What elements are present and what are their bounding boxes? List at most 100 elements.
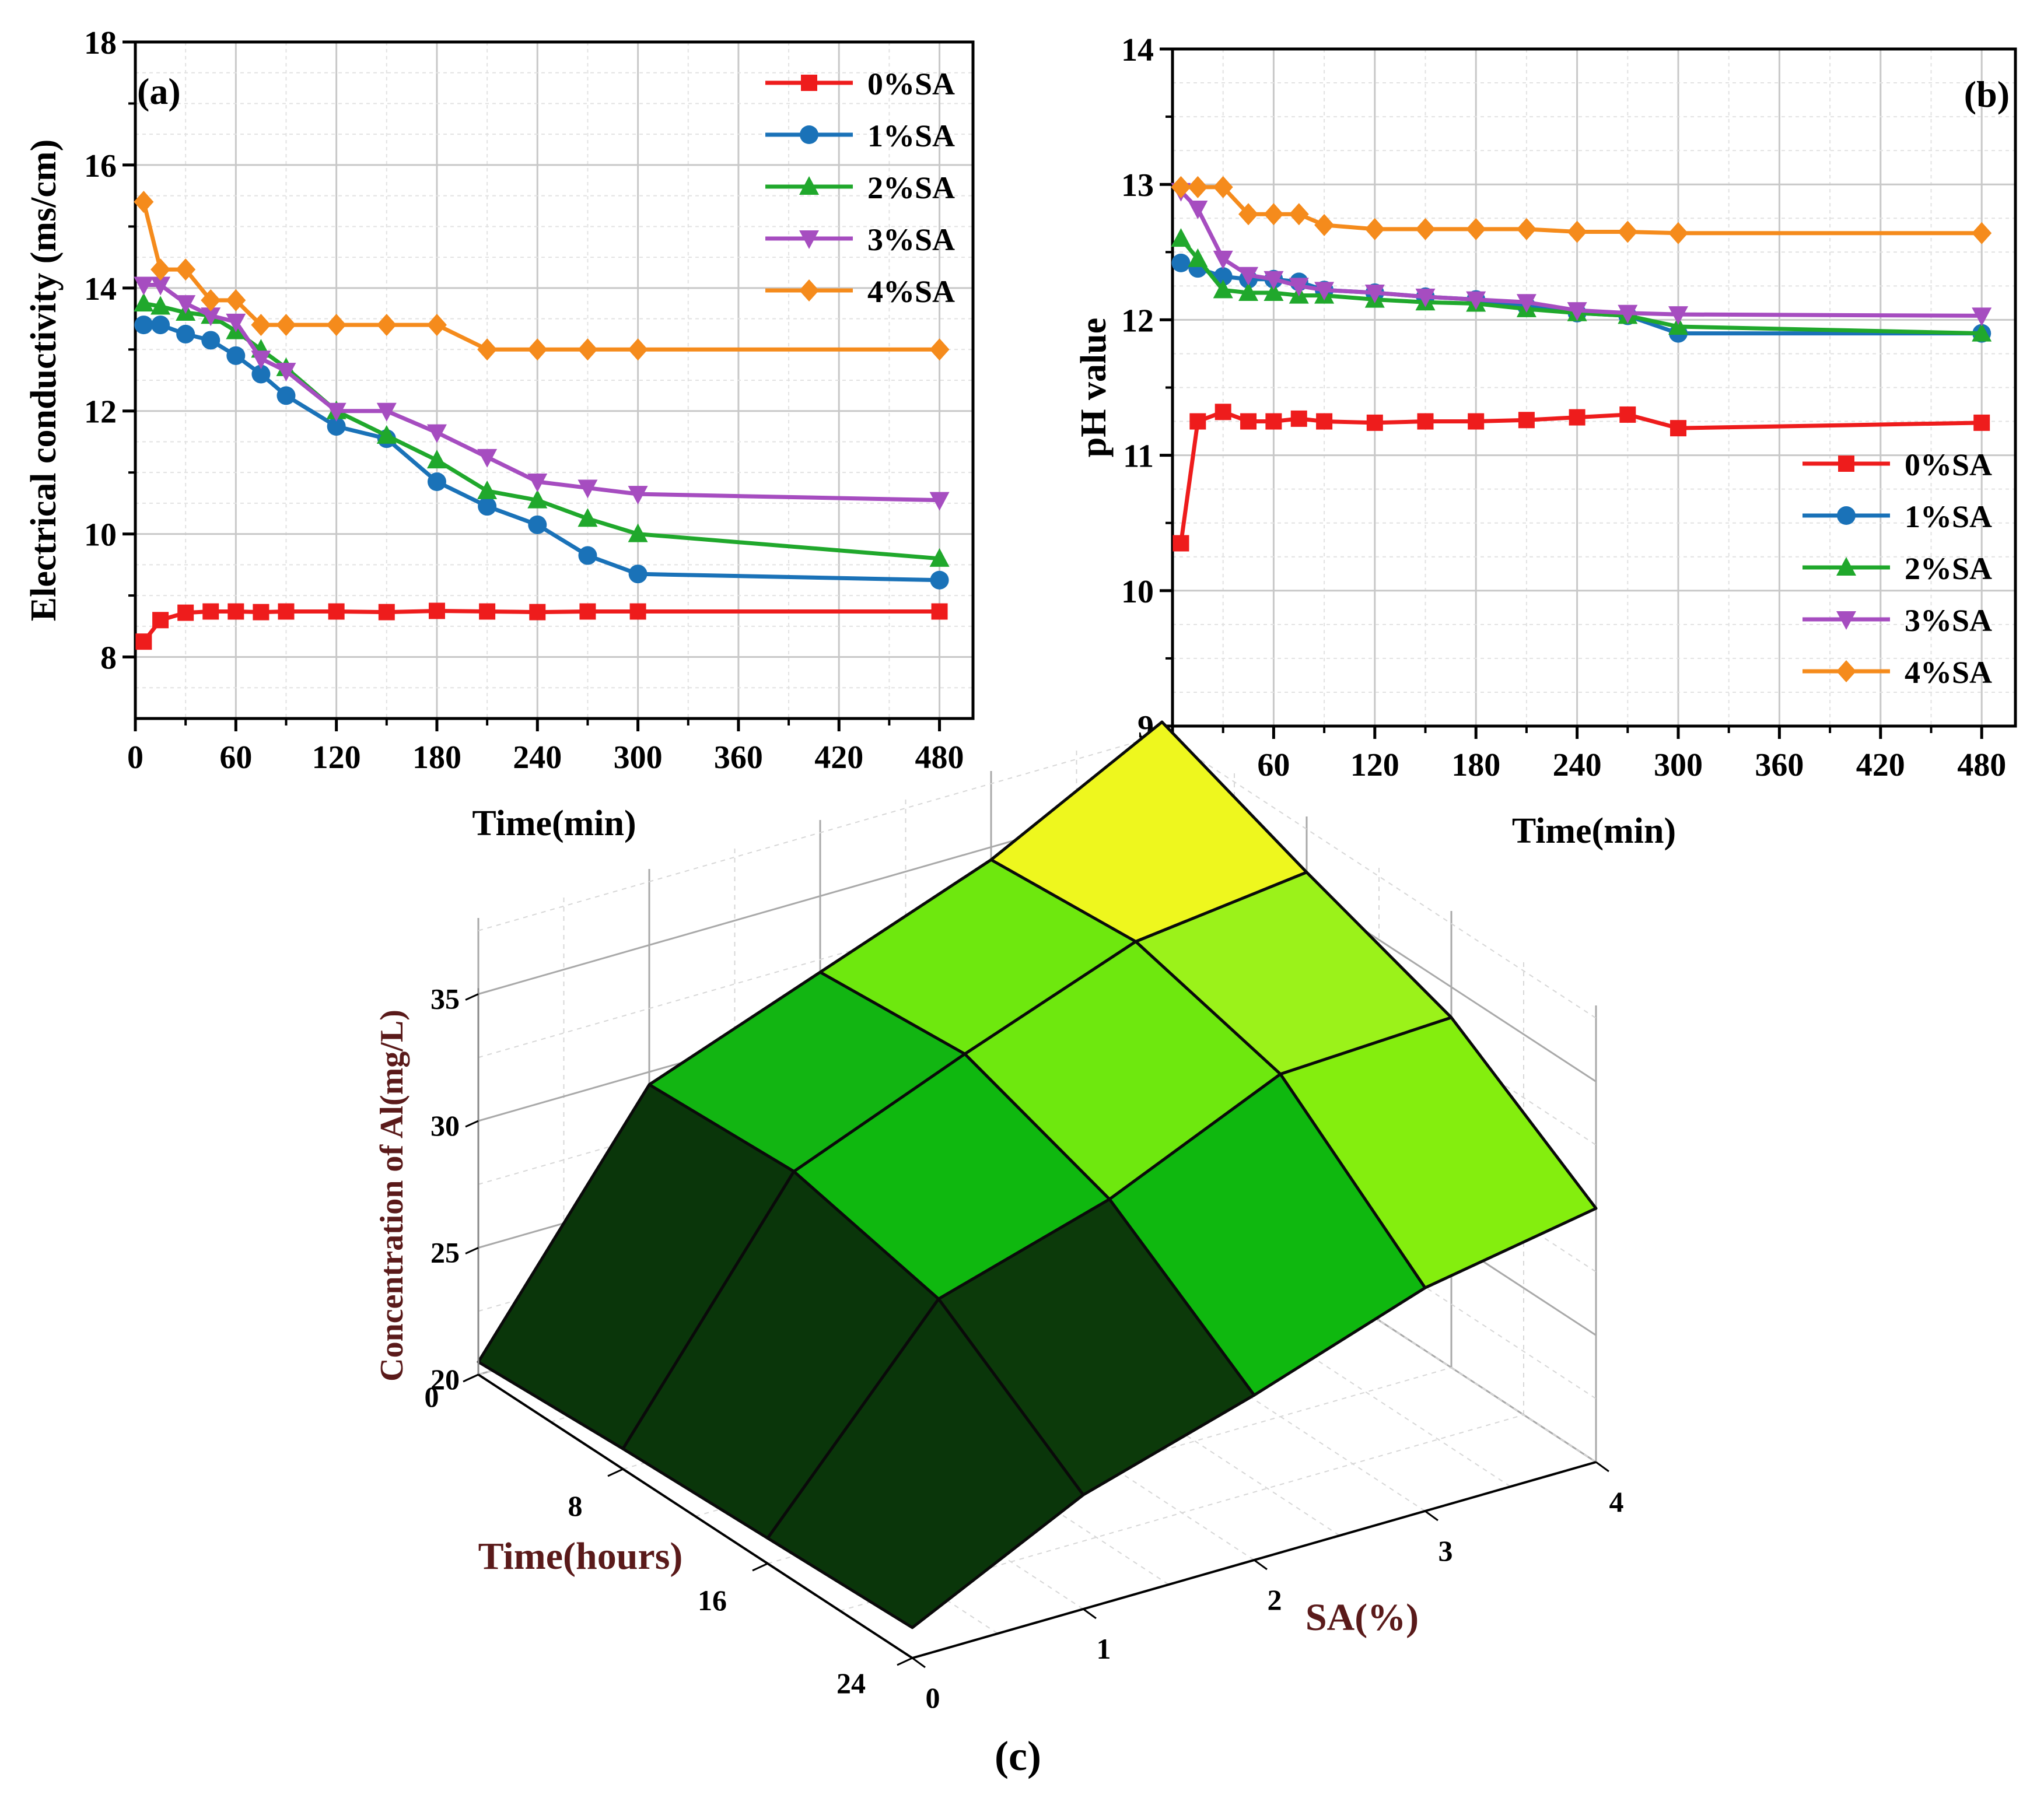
data-point-4%SA xyxy=(1314,213,1335,236)
time-tick-mark xyxy=(897,1657,913,1666)
data-point-3%SA xyxy=(1516,294,1536,313)
data-point-4%SA xyxy=(150,258,171,281)
x-tick-label: 480 xyxy=(1957,747,2006,783)
data-point-2%SA xyxy=(1972,323,1992,342)
data-point-0%SA xyxy=(1973,414,1990,431)
chart-a: 0 60 120 180 240 300 360 420 480 8 10 12 14 16 18 Time(… xyxy=(24,25,975,843)
data-point-2%SA xyxy=(1188,248,1208,267)
x-tick-label: 120 xyxy=(312,739,361,776)
x-tick-label: 180 xyxy=(1451,747,1500,783)
time-tick-label: 0 xyxy=(425,1380,439,1413)
y-axis-label: pH value xyxy=(1074,318,1114,457)
sa-tick-mark xyxy=(912,1657,926,1669)
data-point-4%SA xyxy=(929,338,950,361)
data-point-4%SA xyxy=(1264,203,1284,226)
data-point-3%SA xyxy=(150,276,171,296)
data-point-4%SA xyxy=(628,338,648,361)
plot-frame xyxy=(134,40,975,720)
legend-label: 4%SA xyxy=(1905,655,1992,690)
data-point-4%SA xyxy=(376,314,397,337)
time-axis-line xyxy=(477,1373,914,1659)
legend-label: 3%SA xyxy=(1905,603,1992,638)
data-point-0%SA xyxy=(1670,420,1686,437)
data-point-3%SA xyxy=(527,474,548,492)
y-tick-label: 13 xyxy=(1121,167,1154,204)
z-tick-label: 25 xyxy=(430,1236,460,1269)
sa-tick-label: 3 xyxy=(1438,1534,1453,1567)
z-axis-label: Concentration of Al(mg/L) xyxy=(374,1010,410,1382)
data-point-3%SA xyxy=(134,276,154,296)
data-point-4%SA xyxy=(1567,220,1587,243)
data-point-3%SA xyxy=(201,307,221,327)
data-point-3%SA xyxy=(1364,284,1385,303)
data-point-3%SA xyxy=(1314,282,1335,301)
legend-marker xyxy=(801,75,817,91)
data-point-4%SA xyxy=(1238,203,1259,226)
y-tick-label: 16 xyxy=(84,148,117,184)
panel-label: (a) xyxy=(137,71,181,112)
data-point-4%SA xyxy=(1415,218,1436,240)
data-point-2%SA xyxy=(477,480,498,499)
data-point-2%SA xyxy=(628,523,648,542)
x-tick-label: 0 xyxy=(127,739,144,776)
data-point-3%SA xyxy=(1264,271,1284,290)
legend-marker xyxy=(1838,455,1854,472)
x-tick-label: 120 xyxy=(1350,747,1399,783)
data-point-0%SA xyxy=(1189,413,1206,430)
data-point-0%SA xyxy=(177,604,194,621)
data-point-4%SA xyxy=(1171,176,1191,198)
data-point-3%SA xyxy=(1188,200,1208,219)
data-point-1%SA xyxy=(930,570,949,590)
data-point-0%SA xyxy=(1417,413,1434,430)
data-point-2%SA xyxy=(1264,282,1284,301)
time-tick-mark xyxy=(463,1373,479,1383)
z-tick-mark xyxy=(465,1120,479,1128)
data-point-3%SA xyxy=(1466,291,1486,310)
data-point-1%SA xyxy=(628,565,648,584)
data-point-2%SA xyxy=(150,296,171,315)
x-tick-label: 420 xyxy=(1856,747,1905,783)
time-tick-label: 16 xyxy=(698,1584,727,1617)
data-point-2%SA xyxy=(426,450,447,469)
y-tick-label: 11 xyxy=(1123,439,1154,475)
data-point-4%SA xyxy=(1618,220,1638,243)
data-point-1%SA xyxy=(327,417,346,436)
legend-label: 1%SA xyxy=(867,118,955,153)
data-point-0%SA xyxy=(328,603,345,620)
data-point-0%SA xyxy=(529,604,546,621)
x-tick-label: 300 xyxy=(614,739,663,776)
data-point-4%SA xyxy=(176,258,196,281)
data-point-2%SA xyxy=(929,548,950,567)
data-point-3%SA xyxy=(1668,306,1688,325)
time-tick-label: 24 xyxy=(836,1667,866,1699)
data-point-1%SA xyxy=(251,364,271,384)
data-point-2%SA xyxy=(527,489,548,509)
wall-grid xyxy=(478,861,1163,1059)
data-point-1%SA xyxy=(201,331,220,350)
time-tick-mark xyxy=(607,1468,624,1477)
legend-label: 0%SA xyxy=(867,66,955,101)
data-point-3%SA xyxy=(251,351,271,370)
chart-b: 06012018024030036042048091011121314Time(… xyxy=(1074,32,2017,851)
surface-patch xyxy=(766,1297,1085,1629)
data-point-2%SA xyxy=(1668,316,1688,335)
wall-grid xyxy=(478,734,1163,931)
legend-label: 1%SA xyxy=(1905,499,1992,534)
data-point-4%SA xyxy=(251,314,271,337)
y-tick-label: 14 xyxy=(84,271,117,307)
data-point-0%SA xyxy=(1316,413,1333,430)
data-point-1%SA xyxy=(1171,253,1191,272)
data-point-1%SA xyxy=(151,316,170,335)
sa-axis-label: SA(%) xyxy=(1306,1596,1419,1639)
data-point-1%SA xyxy=(226,346,246,365)
sa-tick-label: 4 xyxy=(1609,1485,1624,1518)
x-tick-label: 300 xyxy=(1654,747,1703,783)
data-point-1%SA xyxy=(528,515,547,534)
z-tick-label: 35 xyxy=(430,983,460,1015)
data-point-4%SA xyxy=(578,338,598,361)
data-point-0%SA xyxy=(1214,404,1231,420)
data-point-0%SA xyxy=(1569,409,1586,426)
legend-marker xyxy=(799,176,819,195)
data-point-3%SA xyxy=(1972,307,1992,327)
